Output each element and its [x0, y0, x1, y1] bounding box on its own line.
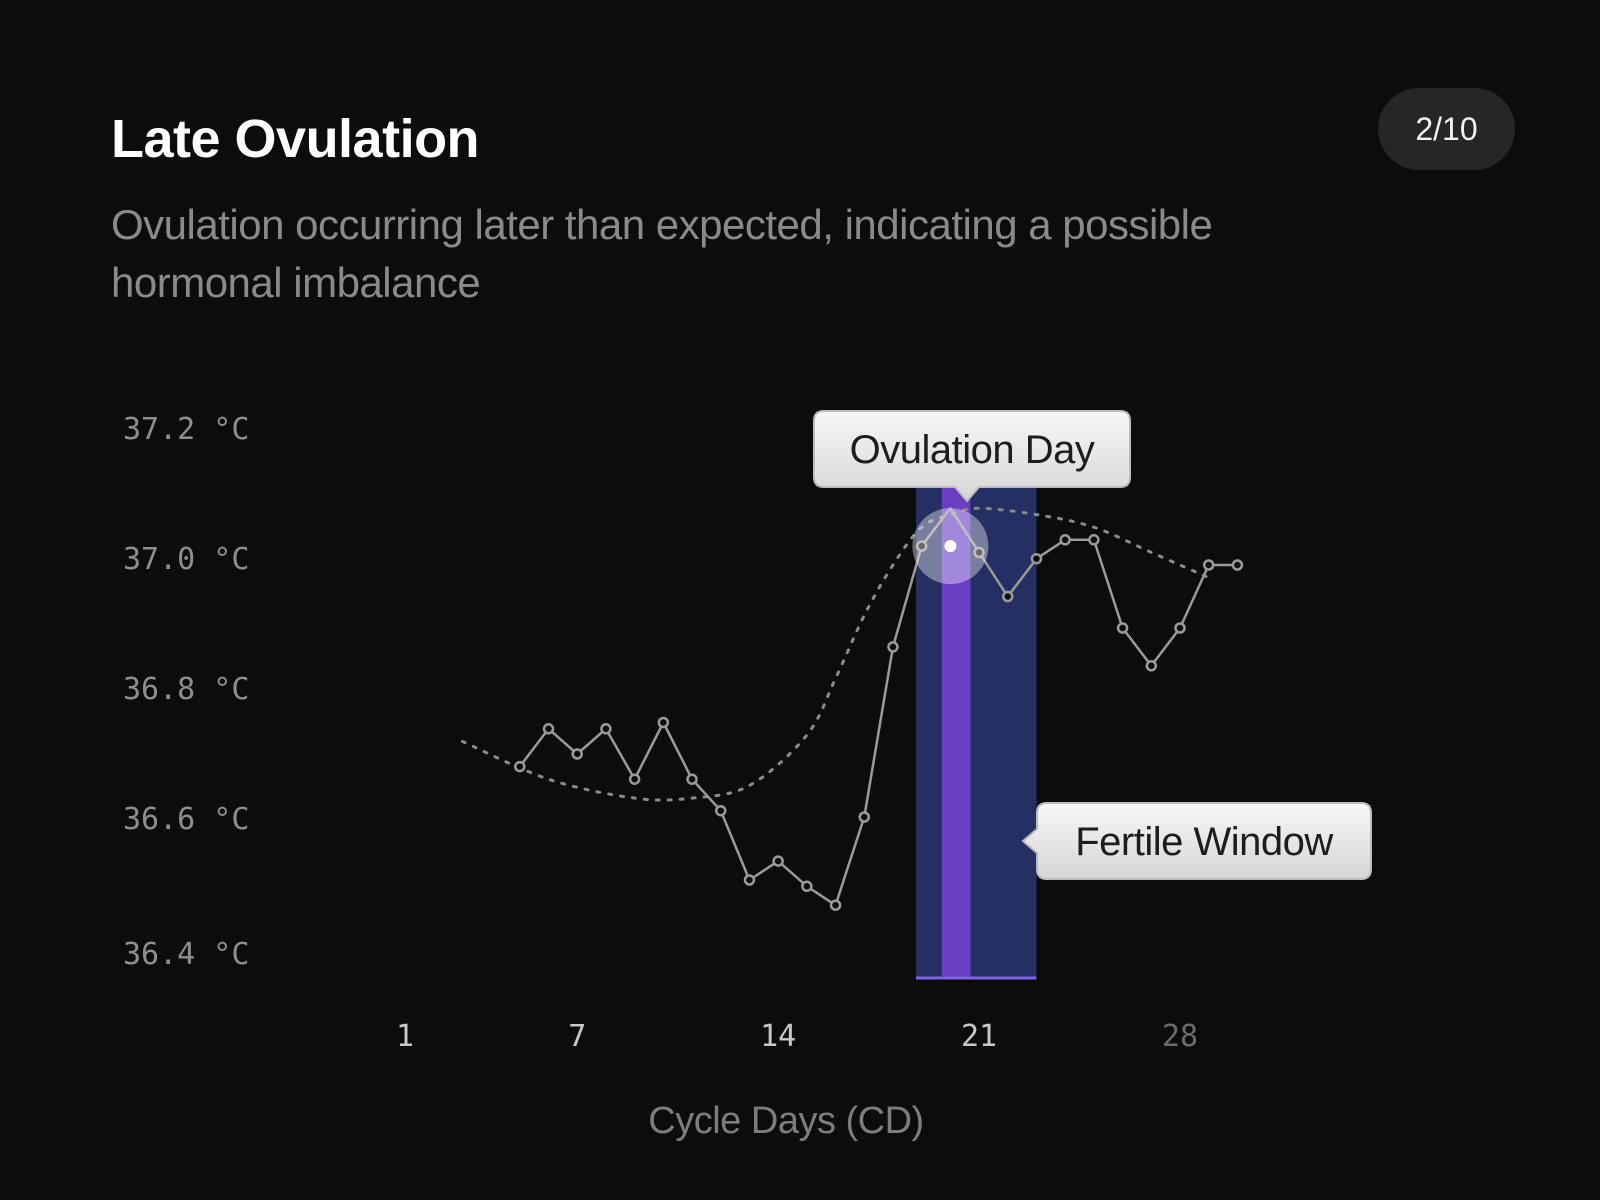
ovulation-day-band — [941, 488, 971, 978]
temperature-series — [514, 507, 1244, 911]
fertile-window-callout-label: Fertile Window — [1075, 820, 1333, 864]
temperature-point — [686, 773, 698, 785]
ovulation-day-callout-label: Ovulation Day — [850, 428, 1095, 472]
temperature-point — [514, 760, 526, 773]
fertile-window-band — [915, 488, 1037, 978]
y-tick-label: 36.4 °C — [123, 937, 249, 972]
temperature-point — [1088, 534, 1100, 546]
temperature-point — [628, 773, 641, 785]
temperature-point — [1174, 622, 1186, 634]
highlight-bands — [915, 488, 1037, 980]
temperature-point — [1030, 552, 1043, 565]
temperature-point — [1116, 622, 1129, 634]
x-tick-label: 1 — [396, 1019, 414, 1054]
x-axis-ticks: 1 7 14 21 28 — [396, 1019, 1198, 1054]
page-subtitle: Ovulation occurring later than expected,… — [111, 201, 1213, 306]
temperature-line — [518, 507, 1238, 907]
temperature-point — [714, 804, 727, 817]
ovulation-marker-dot — [944, 540, 957, 553]
y-tick-label: 37.2 °C — [123, 412, 249, 447]
callouts: Ovulation Day Fertile Window — [813, 410, 1372, 880]
page-indicator-badge[interactable]: 2/10 — [1378, 88, 1515, 170]
x-tick-label: 21 — [961, 1019, 997, 1054]
y-tick-label: 36.6 °C — [123, 802, 249, 837]
temperature-point — [571, 748, 583, 760]
page-title: Late Ovulation — [111, 109, 480, 169]
temperature-point — [657, 716, 670, 729]
temperature-point — [772, 855, 784, 867]
temperature-point — [1002, 590, 1014, 603]
temperature-point — [887, 641, 899, 653]
grid-lines — [300, 434, 1330, 961]
temperature-point — [600, 723, 612, 735]
temperature-point — [1059, 534, 1071, 546]
fertile-window-callout: Fertile Window — [1021, 802, 1372, 880]
temperature-point — [1202, 559, 1215, 571]
temperature-point — [743, 874, 756, 886]
temperature-point — [1145, 660, 1158, 672]
ovulation-day-callout-box — [813, 410, 1131, 503]
ovulation-marker — [912, 508, 989, 585]
temperature-point — [915, 540, 928, 552]
trend-line — [460, 506, 1211, 802]
temperature-point — [801, 880, 813, 893]
temperature-point — [1231, 559, 1244, 571]
x-axis-title: Cycle Days (CD) — [648, 1100, 923, 1142]
temperature-point — [858, 811, 871, 823]
temperature-point — [829, 899, 842, 911]
y-tick-label: 36.8 °C — [123, 672, 249, 707]
temperature-point — [542, 723, 555, 735]
x-tick-label: 14 — [760, 1019, 796, 1054]
ovulation-day-callout: Ovulation Day — [813, 410, 1131, 503]
trend-dotted-line — [460, 506, 1211, 802]
x-tick-label: 28 — [1162, 1019, 1198, 1054]
x-tick-label: 7 — [568, 1019, 586, 1054]
temperature-point — [973, 546, 985, 559]
y-axis-ticks: 37.2 °C 37.0 °C 36.8 °C 36.6 °C 36.4 °C — [123, 412, 249, 972]
y-tick-label: 37.0 °C — [123, 542, 249, 577]
fertile-window-callout-box — [1021, 802, 1372, 880]
